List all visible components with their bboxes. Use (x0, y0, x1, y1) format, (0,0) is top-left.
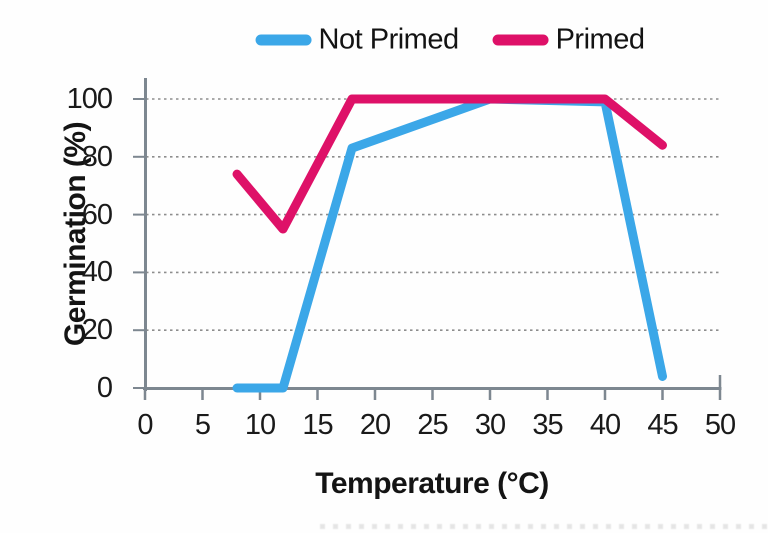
x-axis-title: Temperature (°C) (315, 467, 549, 500)
series-line-primed (232, 94, 667, 234)
x-tick-label-30: 30 (474, 409, 506, 441)
not-primed-line-swatch-icon (255, 34, 312, 46)
x-tick-label-5: 5 (194, 409, 211, 441)
y-tick-label-100: 100 (66, 83, 113, 115)
legend-label-primed: Primed (555, 23, 645, 56)
x-tick-label-45: 45 (647, 409, 678, 441)
x-tick-label-40: 40 (589, 409, 621, 441)
y-tick-label-60: 60 (81, 198, 113, 231)
x-tick-label-20: 20 (359, 409, 391, 441)
x-tick-label-50: 50 (704, 409, 736, 441)
x-tick-label-25: 25 (417, 409, 448, 441)
primed-line-swatch-icon (492, 34, 549, 46)
y-tick-label-40: 40 (81, 256, 113, 289)
y-tick-label-0: 0 (96, 372, 113, 404)
x-tick-label-0: 0 (137, 409, 153, 441)
legend-item-not-primed: Not Primed (255, 23, 460, 57)
legend-item-primed: Primed (492, 23, 645, 57)
y-tick-label-80: 80 (81, 140, 113, 173)
photo-artifact (320, 524, 768, 529)
y-tick-label-20: 20 (81, 314, 113, 347)
x-tick-label-15: 15 (302, 409, 333, 441)
legend: Not Primed Primed (255, 23, 645, 57)
legend-label-not-primed: Not Primed (318, 23, 460, 56)
x-tick-label-35: 35 (532, 409, 563, 441)
series-line-not-primed (232, 94, 667, 393)
x-tick-label-10: 10 (244, 409, 276, 441)
